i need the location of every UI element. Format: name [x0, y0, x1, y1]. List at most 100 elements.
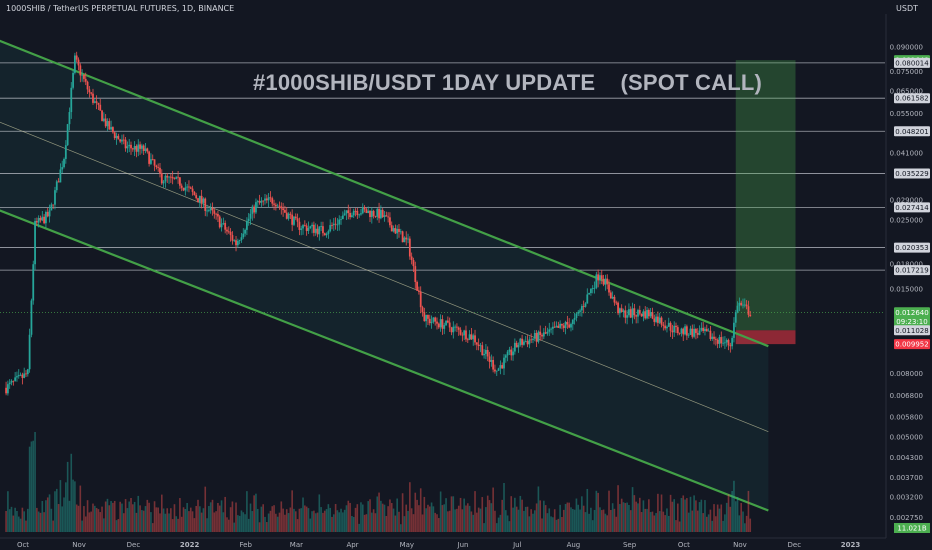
candle-body	[289, 213, 292, 215]
candle-body	[629, 309, 632, 318]
candle-body	[128, 144, 131, 147]
volume-bar	[313, 510, 315, 532]
candle-body	[238, 240, 241, 242]
volume-bar	[229, 507, 232, 532]
candle-body	[466, 339, 469, 341]
price-tick-label: 0.005000	[890, 434, 923, 442]
candle-body	[179, 177, 181, 186]
volume-bar	[115, 520, 118, 532]
volume-bar	[600, 510, 603, 532]
candle-body	[593, 287, 596, 289]
volume-bar	[380, 500, 382, 532]
volume-bar	[718, 508, 721, 532]
volume-bar	[472, 514, 475, 532]
candle-body	[334, 223, 337, 225]
volume-bar	[30, 441, 33, 532]
candle-body	[448, 322, 451, 328]
volume-bar	[244, 514, 246, 532]
candle-body	[615, 302, 618, 304]
volume-bar	[191, 511, 194, 532]
volume-bar	[655, 513, 657, 532]
volume-bar	[702, 513, 704, 532]
volume-bar	[677, 503, 679, 532]
time-tick-label: Feb	[240, 541, 253, 549]
candle-body	[582, 306, 585, 307]
volume-bar	[747, 490, 750, 532]
candle-body	[568, 324, 571, 328]
volume-bar	[622, 502, 625, 532]
volume-bar	[604, 513, 607, 532]
candle-body	[55, 181, 58, 191]
candle-body	[532, 338, 534, 340]
candle-body	[443, 325, 446, 329]
price-tick-label: 0.055000	[890, 110, 923, 118]
level-price-badge: 0.035229	[895, 170, 928, 178]
candle-body	[535, 333, 538, 342]
volume-bar	[463, 498, 465, 532]
volume-bar	[280, 501, 283, 532]
candle-body	[660, 317, 663, 325]
candle-body	[439, 319, 442, 328]
candle-body	[504, 355, 507, 358]
candle-body	[318, 226, 321, 235]
candle-body	[37, 217, 40, 223]
candle-body	[374, 215, 377, 217]
volume-bar	[17, 516, 20, 532]
volume-bar	[36, 507, 38, 532]
candle-body	[139, 144, 141, 149]
current-price-badge-bg	[894, 307, 930, 318]
candle-body	[14, 377, 17, 381]
candle-body	[332, 223, 335, 226]
candle-body	[559, 323, 562, 328]
volume-bar	[608, 490, 610, 532]
volume-bar	[385, 515, 388, 532]
time-tick-label: May	[400, 541, 414, 549]
candle-body	[242, 233, 245, 238]
candle-body	[396, 228, 399, 234]
volume-bar	[715, 516, 717, 532]
volume-bar	[179, 498, 181, 532]
volume-bar	[376, 496, 379, 532]
volume-bar	[640, 512, 643, 532]
candle-body	[92, 93, 94, 103]
candle-body	[693, 328, 696, 337]
volume-bar	[184, 508, 187, 532]
volume-bar	[316, 512, 319, 532]
candle-body	[155, 165, 158, 168]
candle-body	[573, 317, 576, 320]
candle-body	[57, 181, 60, 183]
volume-bar	[224, 496, 226, 532]
level-price-badge: 0.048201	[895, 128, 928, 136]
volume-bar	[61, 506, 64, 532]
volume-bar	[485, 507, 487, 532]
candle-body	[46, 211, 49, 217]
time-tick-label: Jun	[457, 541, 469, 549]
time-axis: Oct Nov Dec 2022 Feb Mar Apr May Jun Jul Aug Sep Oct…	[0, 537, 932, 550]
volume-bar	[323, 510, 326, 532]
volume-bar	[43, 512, 45, 532]
candle-body	[419, 291, 422, 308]
candle-body	[700, 327, 703, 331]
volume-bar	[669, 494, 672, 532]
candle-body	[392, 228, 395, 232]
volume-bar	[320, 507, 322, 532]
volume-bar	[597, 492, 599, 532]
volume-bar	[124, 499, 127, 532]
volume-bar	[610, 510, 612, 532]
volume-bar	[142, 510, 145, 532]
candle-body	[745, 304, 748, 307]
candle-body	[186, 186, 189, 188]
volume-bar	[28, 446, 31, 532]
candle-body	[517, 345, 520, 348]
volume-bar	[662, 511, 665, 532]
candle-body	[236, 241, 239, 246]
candle-body	[307, 228, 310, 231]
candle-body	[579, 310, 581, 312]
candle-body	[492, 359, 495, 370]
candle-body	[590, 288, 592, 294]
volume-bar	[588, 513, 590, 532]
candle-body	[135, 146, 138, 152]
volume-bar	[552, 517, 554, 532]
candle-body	[519, 338, 522, 346]
